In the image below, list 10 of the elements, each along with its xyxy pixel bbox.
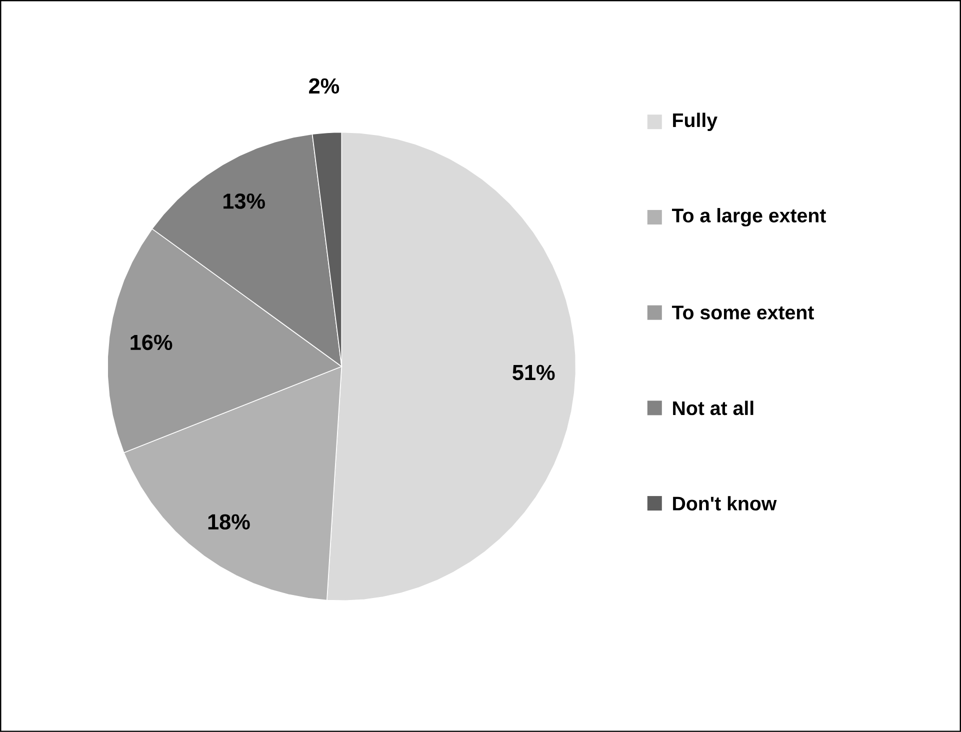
data-label: 51% [512,364,555,380]
legend-label: To a large extent [672,208,826,226]
data-label: 2% [309,78,340,94]
legend-label: Not at all [673,400,754,416]
data-label: 13% [224,193,265,209]
data-label: 18% [208,514,250,530]
legend-label: To some extent [672,306,814,320]
data-label: 16% [130,334,172,350]
legend-label: Fully [673,112,718,132]
legend-label: Don't know [673,496,777,511]
